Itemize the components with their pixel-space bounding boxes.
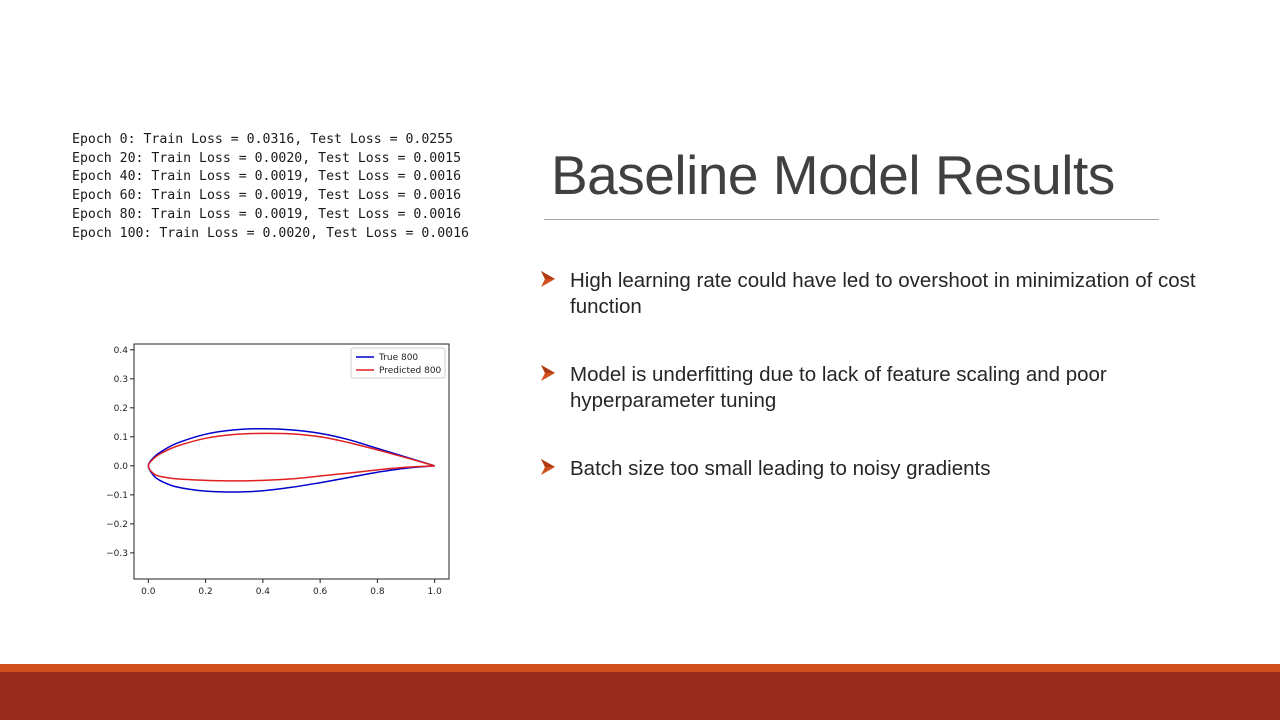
arrow-bullet-icon xyxy=(541,459,555,475)
x-tick-label: 0.2 xyxy=(198,587,212,597)
arrow-bullet-icon xyxy=(541,271,555,287)
x-tick-label: 1.0 xyxy=(428,587,443,597)
log-line: Epoch 60: Train Loss = 0.0019, Test Loss… xyxy=(72,188,462,204)
bullet-text: Batch size too small leading to noisy gr… xyxy=(570,457,991,480)
airfoil-chart: 0.0 0.2 0.4 0.6 0.8 1.0 0.4 0.3 0.2 0.1 0.0 −0.1 −0.… xyxy=(106,343,450,597)
y-tick-label: 0.4 xyxy=(114,346,129,356)
bullet-text: Model is underfitting due to lack of fea… xyxy=(570,363,1107,412)
y-tick-label: 0.3 xyxy=(114,375,128,385)
y-tick-label: −0.3 xyxy=(106,549,128,559)
title-divider xyxy=(544,219,1159,220)
footer-band xyxy=(0,672,1280,720)
legend-label: Predicted 800 xyxy=(379,366,442,376)
log-line: Epoch 0: Train Loss = 0.0316, Test Loss … xyxy=(72,132,454,147)
slide-title: Baseline Model Results xyxy=(551,144,1115,206)
series-line xyxy=(147,432,435,482)
legend-box xyxy=(350,347,446,379)
arrow-bullet-icon xyxy=(541,365,555,381)
y-tick-label: −0.2 xyxy=(106,520,128,530)
plot-area xyxy=(133,343,450,580)
log-line: Epoch 80: Train Loss = 0.0019, Test Loss… xyxy=(72,206,462,222)
y-tick-label: 0.2 xyxy=(114,404,128,414)
log-line: Epoch 20: Train Loss = 0.0020, Test Loss… xyxy=(72,150,462,166)
y-tick-label: −0.1 xyxy=(106,491,128,501)
training-log: Epoch 0: Train Loss = 0.0316, Test Loss … xyxy=(72,131,469,243)
bullet-item: Model is underfitting due to lack of fea… xyxy=(538,362,1228,414)
bullet-item: Batch size too small leading to noisy gr… xyxy=(538,456,1228,482)
x-tick-label: 0.8 xyxy=(370,587,385,597)
y-tick-label: 0.0 xyxy=(114,462,129,472)
log-line: Epoch 100: Train Loss = 0.0020, Test Los… xyxy=(72,225,469,241)
y-tick-label: 0.1 xyxy=(114,433,128,443)
log-line: Epoch 40: Train Loss = 0.0019, Test Loss… xyxy=(72,169,462,185)
footer-band-accent xyxy=(0,664,1280,672)
x-tick-label: 0.6 xyxy=(313,587,328,597)
x-tick-label: 0.0 xyxy=(141,587,156,597)
bullet-text: High learning rate could have led to ove… xyxy=(570,269,1196,318)
legend-label: True 800 xyxy=(378,353,418,363)
x-tick-label: 0.4 xyxy=(256,587,271,597)
bullet-list: High learning rate could have led to ove… xyxy=(538,268,1228,482)
bullet-item: High learning rate could have led to ove… xyxy=(538,268,1228,320)
